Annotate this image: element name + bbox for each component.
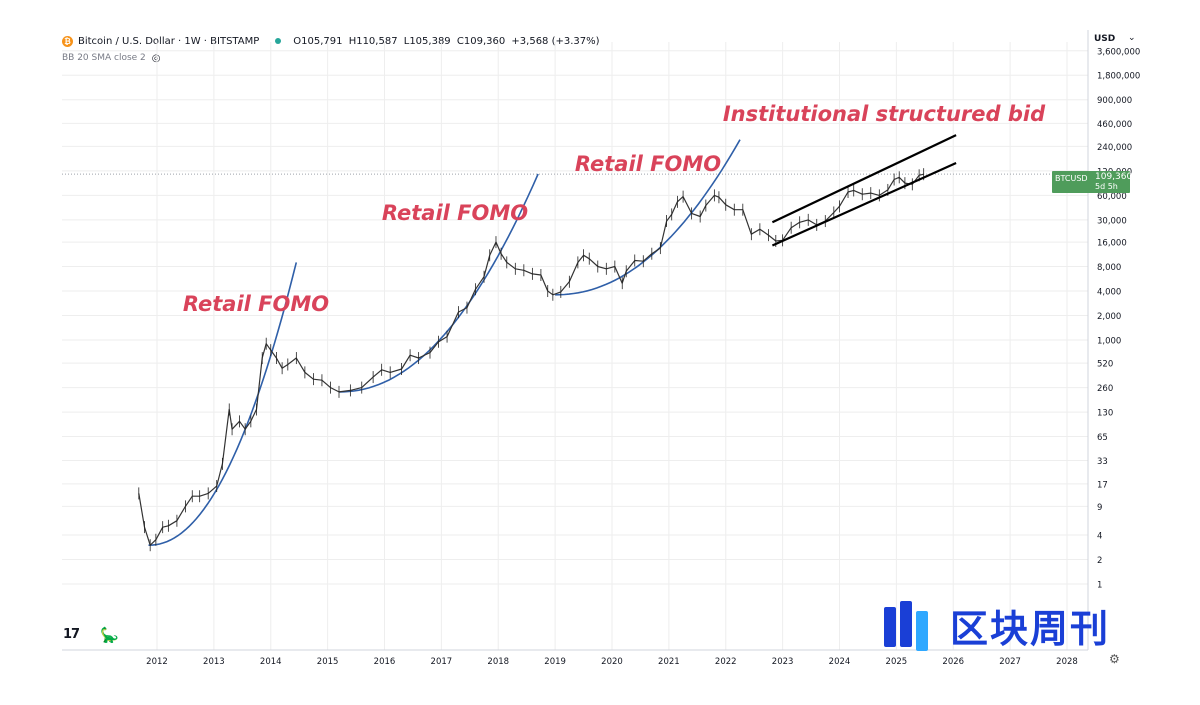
y-tick-label: 16,000 <box>1097 239 1127 249</box>
y-tick-label: 9 <box>1097 503 1102 513</box>
watermark-text: 区块周刊 <box>950 607 1111 651</box>
y-tick-label: 2,000 <box>1097 312 1121 322</box>
y-tick-label: 1,000 <box>1097 337 1121 347</box>
channel-upper-line <box>771 134 957 224</box>
y-tick-label: 130 <box>1097 409 1113 419</box>
x-tick-label: 2027 <box>999 657 1021 667</box>
x-tick-label: 2023 <box>772 657 794 667</box>
y-tick-label: 3,600,000 <box>1097 47 1140 57</box>
x-tick-label: 2028 <box>1056 657 1078 667</box>
currency-selector[interactable]: USD <box>1094 34 1116 44</box>
chart-header: ₿ Bitcoin / U.S. Dollar · 1W · BITSTAMP … <box>62 33 603 66</box>
x-tick-label: 2018 <box>487 657 509 667</box>
chevron-down-icon[interactable]: ⌄ <box>1128 33 1136 43</box>
watermark: 区块周刊 <box>884 598 1110 653</box>
annotation-labels: Retail FOMO Retail FOMO Retail FOMO Institu… <box>183 102 1046 316</box>
y-tick-label: 460,000 <box>1097 120 1132 130</box>
change-value: +3,568 (+3.37%) <box>511 35 600 47</box>
price-tag-symbol: BTCUSD <box>1055 174 1088 183</box>
annotation-label: Retail FOMO <box>575 152 721 176</box>
channel-lines <box>771 134 957 247</box>
price-tag-countdown: 5d 5h <box>1095 182 1118 191</box>
grid-lines <box>62 42 1088 650</box>
x-tick-label: 2026 <box>942 657 964 667</box>
y-tick-label: 520 <box>1097 360 1113 370</box>
annotation-label: Institutional structured bid <box>723 102 1046 126</box>
x-tick-label: 2025 <box>886 657 908 667</box>
tradingview-logo-icon[interactable]: 17 <box>63 627 80 642</box>
x-axis-ticks: 2012 2013 2014 2015 2016 2017 2018 2019 2020 2021… <box>146 657 1078 667</box>
settings-icon[interactable]: ⚙ <box>1109 652 1120 666</box>
dino-icon: 🦕 <box>100 626 119 644</box>
y-tick-label: 4 <box>1097 532 1102 542</box>
y-tick-label: 33 <box>1097 457 1108 467</box>
open-value: O105,791 <box>293 35 343 47</box>
y-tick-label: 65 <box>1097 433 1108 443</box>
annotation-label: Retail FOMO <box>382 201 528 225</box>
ohlc-values: O105,791 H110,587 L105,389 C109,360 +3,5… <box>293 36 602 47</box>
x-tick-label: 2024 <box>829 657 851 667</box>
low-value: L105,389 <box>403 35 451 47</box>
y-axis-ticks: 1 2 4 9 17 33 65 130 260 520 1,000 2,000 4,000 8,000 1… <box>1097 47 1140 590</box>
high-value: H110,587 <box>348 35 398 47</box>
indicator-label[interactable]: BB 20 SMA close 2 <box>62 53 146 63</box>
last-price-tag: BTCUSD 109,360 5d 5h <box>1052 171 1133 193</box>
y-tick-label: 30,000 <box>1097 216 1127 226</box>
y-tick-label: 8,000 <box>1097 263 1121 273</box>
y-tick-label: 4,000 <box>1097 288 1121 298</box>
y-tick-label: 2 <box>1097 556 1102 566</box>
y-tick-label: 60,000 <box>1097 192 1127 202</box>
trend-curve-3 <box>555 139 741 296</box>
eye-hidden-icon[interactable]: ◎ <box>151 52 161 64</box>
symbol-title[interactable]: Bitcoin / U.S. Dollar · 1W · BITSTAMP <box>78 35 260 47</box>
close-value: C109,360 <box>456 35 506 47</box>
x-tick-label: 2017 <box>431 657 453 667</box>
x-tick-label: 2022 <box>715 657 737 667</box>
y-tick-label: 900,000 <box>1097 96 1132 106</box>
channel-lower-line <box>771 162 957 247</box>
price-tag-value: 109,360 <box>1095 172 1133 182</box>
watermark-logo-icon <box>884 600 940 651</box>
x-tick-label: 2014 <box>260 657 282 667</box>
price-line <box>138 173 924 546</box>
x-tick-label: 2021 <box>658 657 680 667</box>
live-dot-icon <box>275 38 282 44</box>
y-tick-label: 17 <box>1097 480 1108 490</box>
y-tick-label: 260 <box>1097 384 1113 394</box>
x-tick-label: 2015 <box>317 657 339 667</box>
x-tick-label: 2020 <box>601 657 623 667</box>
x-tick-label: 2013 <box>203 657 225 667</box>
annotation-label: Retail FOMO <box>183 292 329 316</box>
x-tick-label: 2016 <box>374 657 396 667</box>
y-tick-label: 240,000 <box>1097 143 1132 153</box>
y-tick-label: 1,800,000 <box>1097 72 1140 82</box>
x-tick-label: 2012 <box>146 657 168 667</box>
bitcoin-coin-icon: ₿ <box>62 35 73 47</box>
price-series <box>138 168 925 552</box>
x-tick-label: 2019 <box>544 657 566 667</box>
y-tick-label: 1 <box>1097 581 1102 591</box>
